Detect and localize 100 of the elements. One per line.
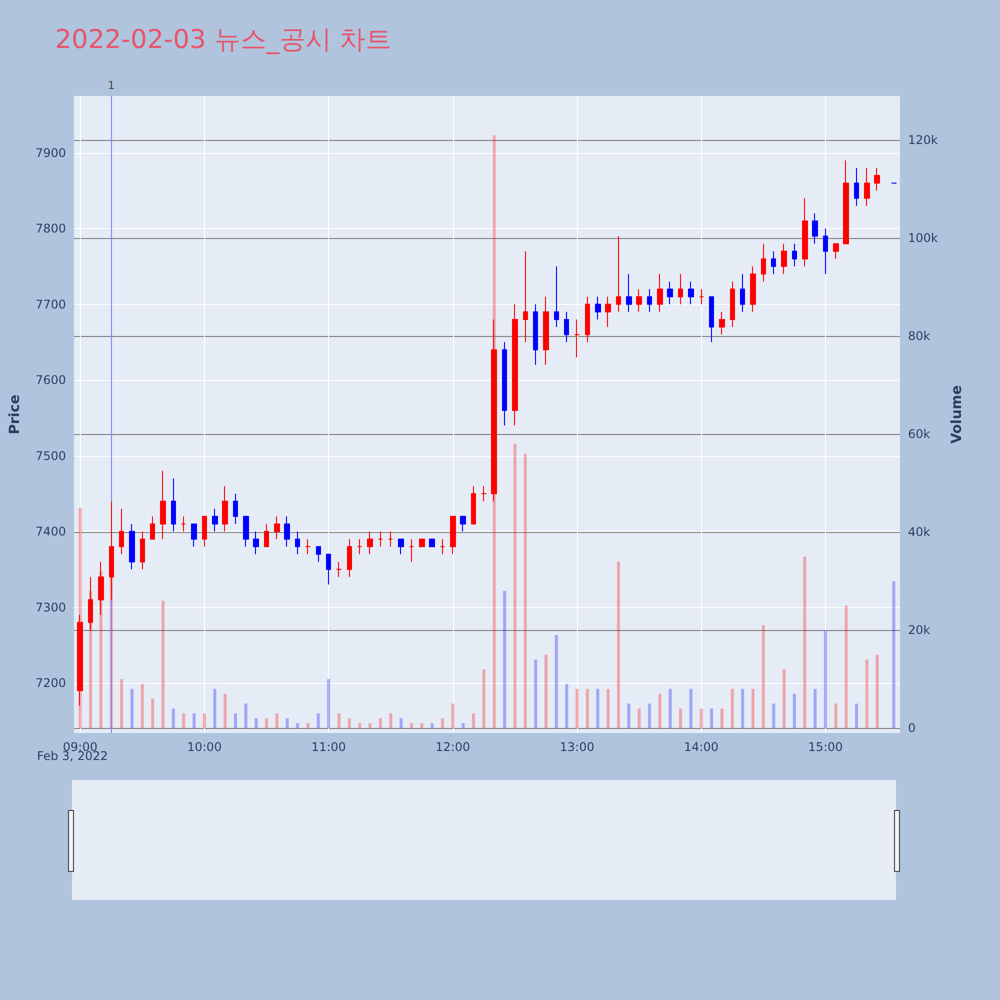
bar (234, 713, 237, 728)
bar (513, 444, 516, 728)
bar (368, 723, 372, 728)
y-tick-label: 7800 (35, 222, 66, 236)
bar (420, 723, 424, 728)
bar (855, 704, 858, 728)
bar (720, 708, 724, 728)
candlestick (191, 523, 197, 548)
candlestick (719, 311, 725, 336)
bar (596, 688, 600, 728)
candlestick (181, 516, 186, 532)
candlestick (347, 538, 352, 578)
bar (213, 688, 216, 728)
bar (140, 684, 144, 728)
candlestick (140, 531, 145, 570)
bar (182, 713, 186, 728)
bar (700, 708, 703, 728)
bar (565, 684, 568, 728)
candlestick (730, 281, 735, 328)
candlestick (564, 311, 569, 343)
candlestick (771, 250, 776, 274)
y-tick-label: 7700 (35, 297, 66, 312)
candlestick (543, 296, 549, 366)
candlestick (750, 266, 756, 312)
bar (741, 688, 744, 728)
candlestick (761, 243, 766, 282)
bar (689, 688, 692, 728)
bar (803, 556, 806, 728)
bar (576, 688, 579, 728)
candlestick (419, 538, 425, 548)
bar (462, 723, 465, 728)
y-tick-label: 7400 (35, 524, 66, 539)
candlestick (305, 538, 311, 555)
candlestick (585, 296, 590, 343)
bar (296, 723, 300, 728)
bar (482, 669, 486, 728)
x-tick-label: 10:00 (187, 740, 222, 754)
bar (472, 713, 476, 728)
candlestick (253, 531, 259, 555)
bar (544, 654, 548, 728)
bar (151, 698, 154, 728)
bar (752, 688, 755, 728)
bar (616, 562, 620, 728)
candlestick (316, 546, 321, 562)
candlestick (554, 266, 559, 328)
bar (265, 718, 268, 728)
candlestick (678, 273, 683, 305)
bar (389, 713, 392, 728)
bar (400, 718, 403, 728)
candlestick (864, 167, 870, 206)
bar (503, 590, 506, 728)
candlestick (595, 296, 601, 320)
candlestick (605, 296, 611, 328)
candlestick (709, 296, 714, 343)
candlestick (160, 470, 166, 540)
candlestick (378, 531, 383, 548)
candlestick (129, 523, 135, 570)
bar (638, 708, 641, 728)
candlestick (202, 516, 207, 548)
bar (348, 718, 351, 728)
bar (202, 713, 206, 728)
y-tick-label: 7900 (35, 146, 66, 160)
candlestick (336, 561, 342, 578)
x-tick-label: 14:00 (684, 740, 719, 754)
bar (130, 688, 134, 728)
y-tick-label: 7600 (35, 373, 66, 388)
bar (358, 723, 362, 728)
candlestick (802, 198, 808, 267)
y-tick-label: 7200 (35, 676, 66, 690)
bar (410, 723, 413, 728)
candlestick (357, 538, 362, 555)
candlestick (233, 493, 238, 524)
candlestick (409, 538, 414, 562)
y2-axis-title: Volume (949, 385, 965, 444)
x-tick-label: 11:00 (311, 740, 346, 754)
bar (782, 669, 786, 728)
candlestick (823, 228, 828, 274)
y-tick-label: 7300 (35, 600, 66, 614)
candlestick (699, 288, 704, 305)
y2-tick-label: 60k (908, 427, 930, 442)
bar (327, 679, 330, 728)
candlestick (440, 538, 445, 555)
candlestick (398, 538, 404, 555)
candlestick (843, 160, 849, 244)
candlestick (688, 281, 694, 305)
candlestick (222, 486, 228, 532)
candlestick (264, 523, 269, 548)
candlestick (150, 516, 155, 540)
bar (172, 708, 175, 728)
bar (648, 704, 652, 728)
candlestick (833, 243, 839, 260)
bar (554, 635, 558, 728)
candlestick (295, 531, 300, 555)
candlestick (657, 273, 663, 312)
candlestick (471, 486, 476, 524)
candlestick (450, 516, 456, 555)
candlestick (481, 486, 487, 502)
bar (762, 625, 765, 728)
bar (865, 660, 868, 728)
candlestick (574, 318, 580, 358)
